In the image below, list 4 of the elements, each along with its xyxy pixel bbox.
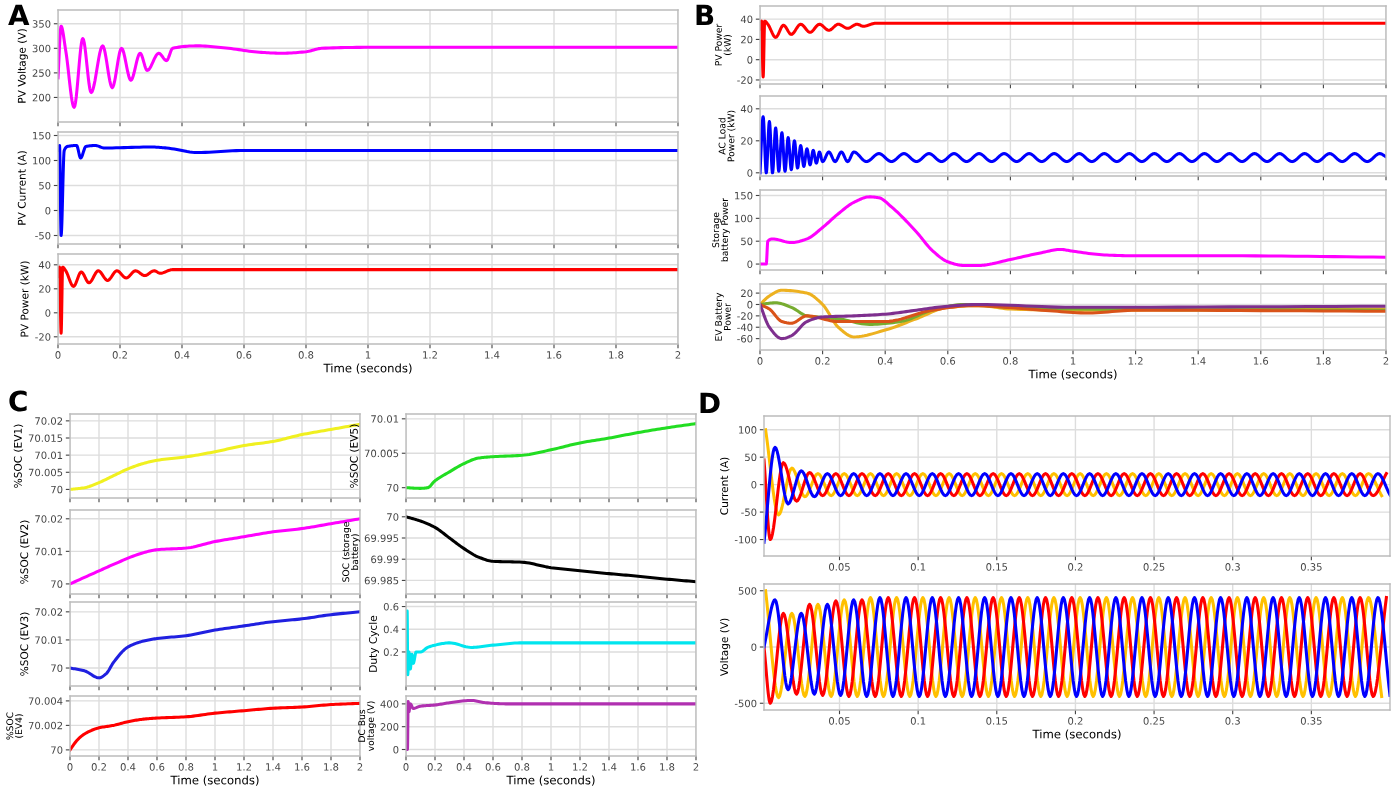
chart-title: C [9,390,27,412]
chart-title: B [696,4,714,26]
chart-title: A [8,4,30,26]
chart-title: D [700,392,720,414]
